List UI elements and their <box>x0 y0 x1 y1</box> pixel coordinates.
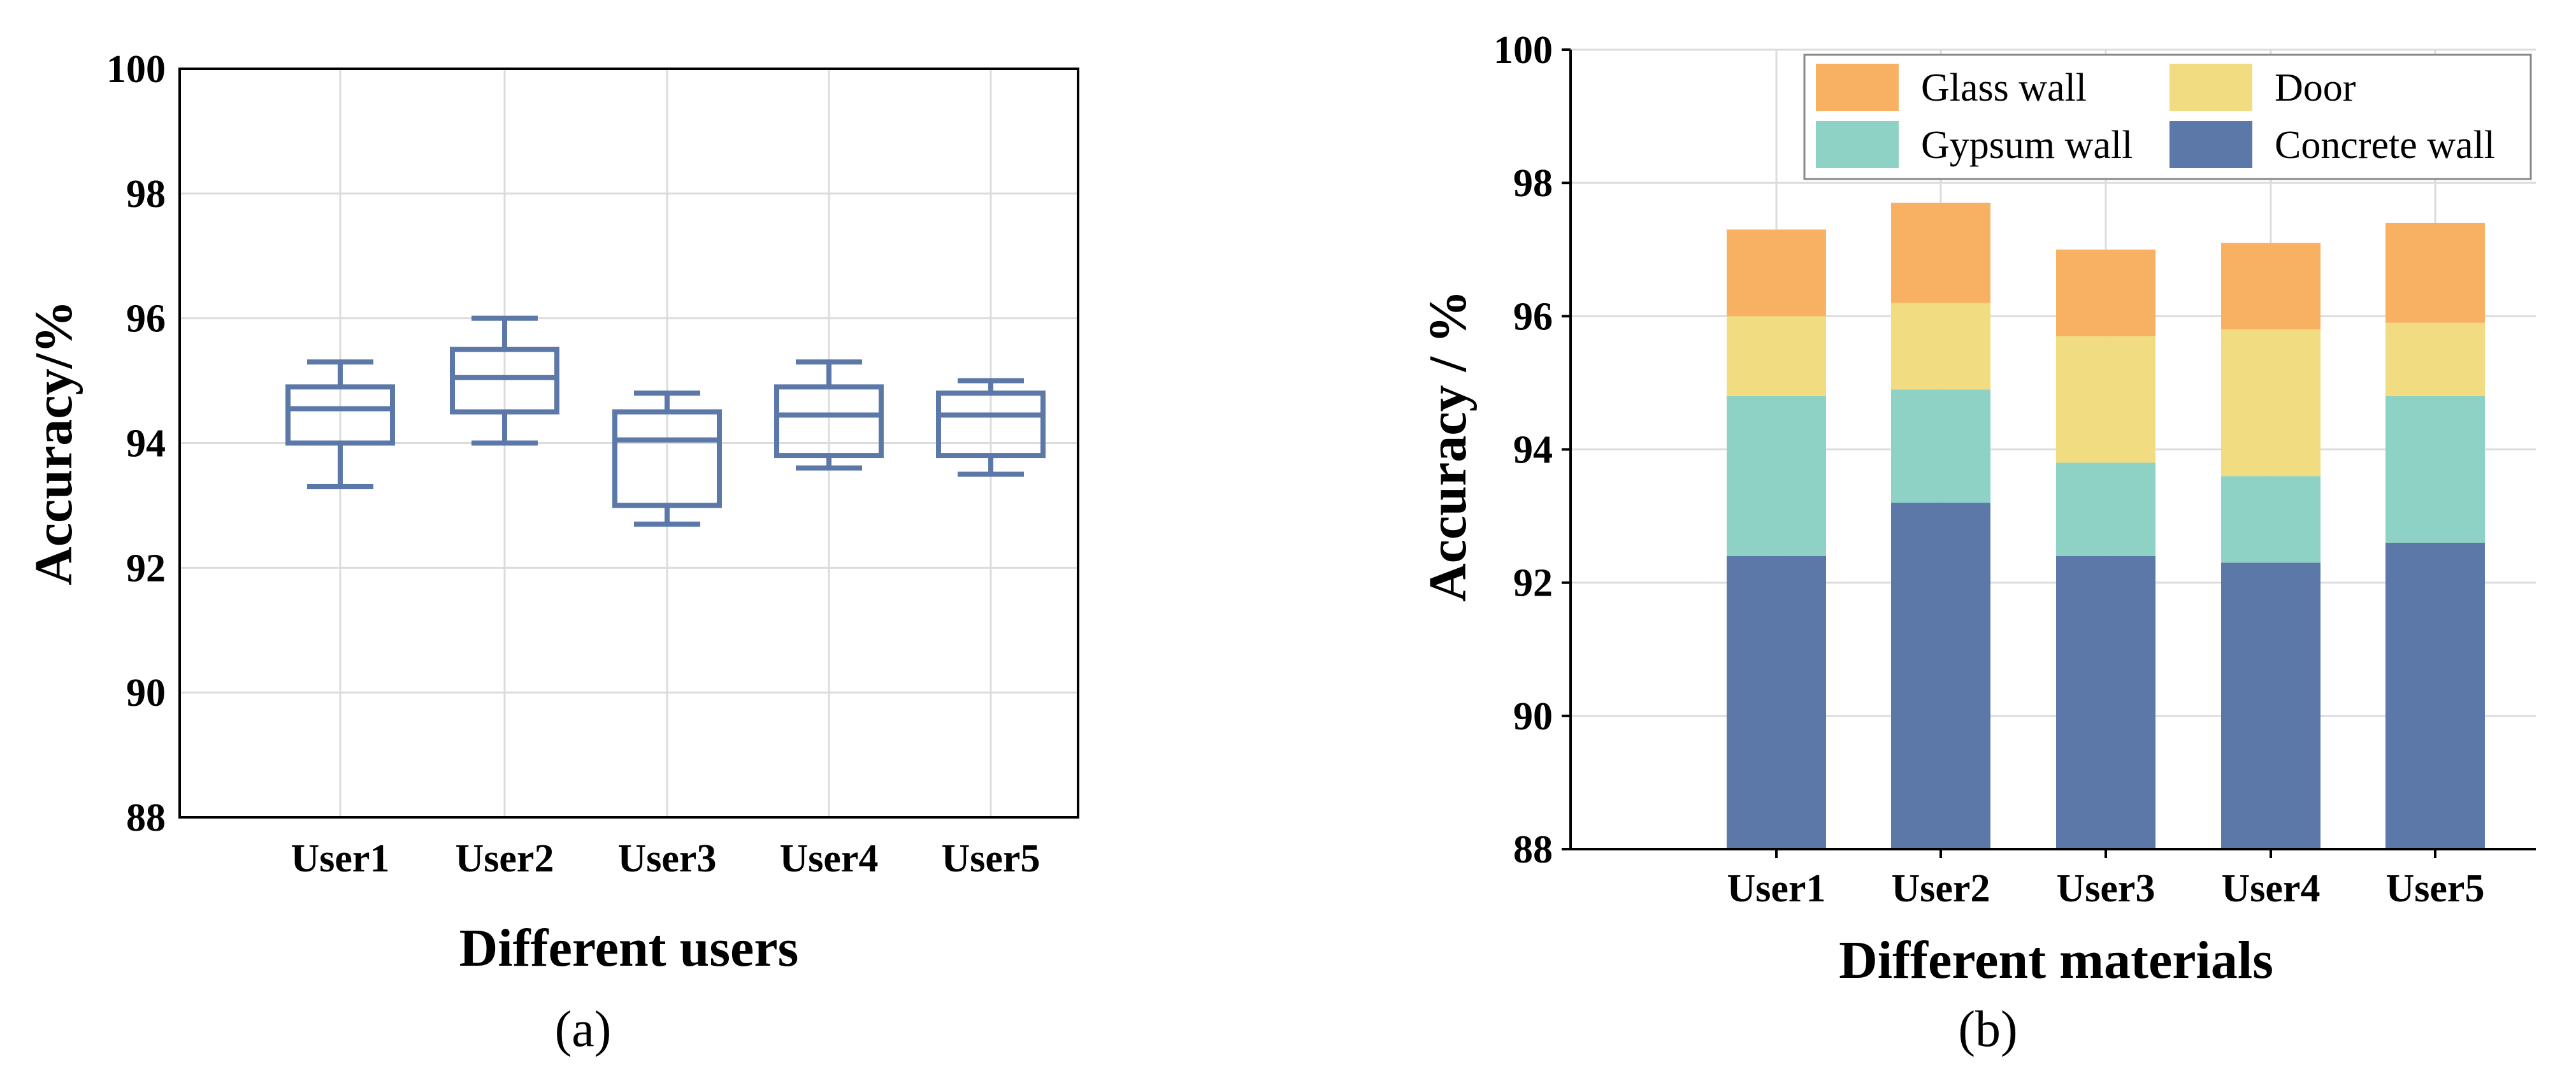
legend-swatch <box>1816 121 1899 168</box>
box <box>774 384 884 459</box>
x-tick-label: User1 <box>291 837 390 880</box>
bar-segment-gypsum-wall <box>1891 389 1990 503</box>
legend-label: Door <box>2275 66 2356 110</box>
bar-segment-concrete-wall <box>2221 562 2321 849</box>
bar-segment-gypsum-wall <box>2056 462 2155 556</box>
bar-segment-gypsum-wall <box>1727 396 1826 556</box>
box <box>612 409 722 508</box>
x-tick-label: User2 <box>456 837 554 880</box>
legend-swatch <box>2169 121 2252 168</box>
bar-segment-glass-wall <box>1727 229 1826 317</box>
grid-a <box>180 68 1078 819</box>
x-tick-label: User4 <box>2222 867 2321 910</box>
y-axis-title-a: Accuracy/% <box>24 300 83 585</box>
y-tick-label: 98 <box>1513 162 1553 205</box>
y-tick-label: 92 <box>1513 562 1553 605</box>
box <box>285 384 395 446</box>
bar-segment-glass-wall <box>2385 222 2485 323</box>
y-tick-label: 90 <box>1513 695 1553 738</box>
bar-segment-concrete-wall <box>2385 542 2485 849</box>
bar-segment-glass-wall <box>1891 203 1990 303</box>
y-tick-label: 94 <box>126 422 166 466</box>
bar-segment-door <box>1891 303 1990 390</box>
y-tick-label: 88 <box>126 796 166 840</box>
y-tick-label: 88 <box>1513 828 1553 871</box>
x-tick-label: User4 <box>780 837 879 880</box>
bar-segment-door <box>2221 329 2321 476</box>
bar-segment-gypsum-wall <box>2221 476 2321 563</box>
bar-segment-gypsum-wall <box>2385 396 2485 543</box>
boxes-a <box>285 315 1046 527</box>
legend-label: Concrete wall <box>2275 124 2495 167</box>
x-tick-label: User3 <box>2057 867 2155 910</box>
y-tick-label: 100 <box>106 48 166 91</box>
y-tick-labels-a: 88 90 92 94 96 98 100 <box>106 48 166 840</box>
x-tick-label: User1 <box>1727 867 1826 910</box>
x-tick-label: User2 <box>1892 867 1990 910</box>
bars-b <box>1727 203 2485 849</box>
y-tick-label: 90 <box>126 671 166 715</box>
bar-segment-door <box>2056 336 2155 463</box>
x-tick-label: User5 <box>2386 867 2485 910</box>
box <box>936 390 1046 459</box>
legend-swatch <box>2169 64 2252 111</box>
bar-segment-concrete-wall <box>1891 503 1990 849</box>
bar-segment-glass-wall <box>2221 243 2321 330</box>
y-tick-labels-b: 88 90 92 94 96 98 100 <box>1493 29 1571 871</box>
y-tick-label: 98 <box>126 173 166 216</box>
y-tick-label: 100 <box>1493 29 1553 72</box>
y-tick-label: 96 <box>126 297 166 341</box>
caption-a: (a) <box>555 1001 612 1057</box>
x-axis-title-b: Different materials <box>1839 931 2273 990</box>
y-tick-label: 92 <box>126 547 166 590</box>
x-tick-label: User3 <box>618 837 717 880</box>
x-axis-title-a: Different users <box>459 919 799 978</box>
bar-segment-concrete-wall <box>2056 555 2155 849</box>
caption-b: (b) <box>1958 1001 2017 1057</box>
plot-frame-a <box>178 68 1079 819</box>
legend-swatch <box>1816 64 1899 111</box>
box <box>450 347 559 415</box>
y-axis-title-b: Accuracy / % <box>1418 290 1478 602</box>
y-tick-label: 96 <box>1513 295 1553 338</box>
bar-segment-door <box>1727 316 1826 396</box>
legend-b: Glass wall Door Gypsum wall Concrete wall <box>1803 54 2532 180</box>
bar-segment-door <box>2385 322 2485 396</box>
bar-segment-glass-wall <box>2056 249 2155 336</box>
x-tick-labels-a: User1 User2 User3 User4 User5 <box>291 837 1040 880</box>
bar-segment-concrete-wall <box>1727 555 1826 849</box>
legend-frame <box>1803 54 2532 180</box>
x-tick-labels-b: User1 User2 User3 User4 User5 <box>1727 849 2485 910</box>
legend-label: Gypsum wall <box>1921 124 2133 167</box>
y-tick-label: 94 <box>1513 429 1553 472</box>
legend-label: Glass wall <box>1921 66 2087 110</box>
x-tick-label: User5 <box>942 837 1040 880</box>
